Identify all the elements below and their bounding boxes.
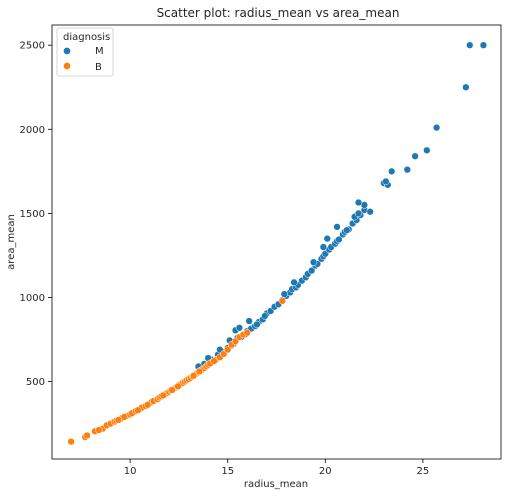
data-point-m	[245, 317, 253, 325]
legend-label-b: B	[95, 62, 102, 73]
data-point-b	[120, 413, 128, 421]
data-point-m	[388, 167, 396, 176]
data-point-m	[382, 177, 390, 186]
data-point-m	[290, 278, 298, 287]
data-point-m	[366, 208, 374, 216]
y-tick-label: 2500	[20, 41, 45, 52]
data-point-m	[354, 198, 363, 207]
data-point-m	[403, 166, 411, 174]
data-point-m	[354, 209, 363, 218]
legend-label-m: M	[95, 46, 104, 57]
data-point-m	[466, 41, 474, 49]
y-tick-label: 500	[26, 377, 45, 388]
data-point-m	[253, 320, 261, 329]
data-point-b	[189, 372, 198, 380]
data-point-m	[423, 146, 431, 154]
data-point-m	[307, 266, 316, 275]
data-point-b	[278, 297, 287, 305]
data-point-b	[224, 346, 232, 354]
data-point-m	[343, 226, 351, 234]
plot-frame	[51, 24, 502, 460]
data-point-m	[309, 258, 318, 266]
data-point-m	[323, 234, 331, 243]
chart-title: Scatter plot: radius_mean vs area_mean	[157, 6, 400, 20]
legend: diagnosis M B	[56, 27, 114, 77]
data-point-m	[462, 83, 470, 91]
y-tick-label: 1000	[20, 293, 45, 304]
data-point-b	[144, 401, 152, 409]
data-point-b	[210, 357, 218, 365]
data-point-b	[174, 382, 182, 390]
data-point-m	[319, 243, 328, 251]
x-axis-label: radius_mean	[244, 479, 308, 490]
data-point-b	[195, 367, 204, 376]
y-tick-label: 2000	[20, 125, 45, 136]
data-point-m	[411, 152, 419, 160]
legend-swatch-m	[63, 47, 71, 55]
data-point-b	[83, 431, 91, 440]
data-point-b	[159, 391, 167, 400]
data-point-b	[67, 438, 75, 446]
data-point-b	[134, 406, 142, 414]
points-layer	[67, 41, 488, 446]
legend-box	[56, 27, 114, 77]
legend-swatch-b	[63, 62, 71, 70]
x-axis-ticks: 10 15 20 25	[124, 459, 430, 477]
y-axis-ticks: 500 1000 1500 2000 2500	[20, 41, 52, 388]
x-tick-label: 20	[319, 466, 332, 477]
data-point-b	[114, 416, 123, 424]
data-point-b	[243, 329, 251, 337]
data-point-m	[333, 223, 341, 231]
x-tick-label: 10	[124, 466, 137, 477]
plot-area	[51, 24, 502, 460]
data-point-m	[261, 312, 269, 320]
data-point-m	[479, 41, 488, 49]
data-point-b	[95, 426, 103, 434]
data-point-m	[235, 324, 244, 332]
x-tick-label: 15	[221, 466, 234, 477]
data-point-b	[168, 386, 176, 394]
y-axis-label: area_mean	[6, 214, 17, 270]
data-point-m	[280, 290, 288, 298]
data-point-m	[335, 235, 343, 244]
data-point-m	[432, 123, 441, 132]
legend-title: diagnosis	[63, 32, 110, 43]
x-tick-label: 25	[417, 466, 430, 477]
y-tick-label: 1500	[20, 209, 45, 220]
